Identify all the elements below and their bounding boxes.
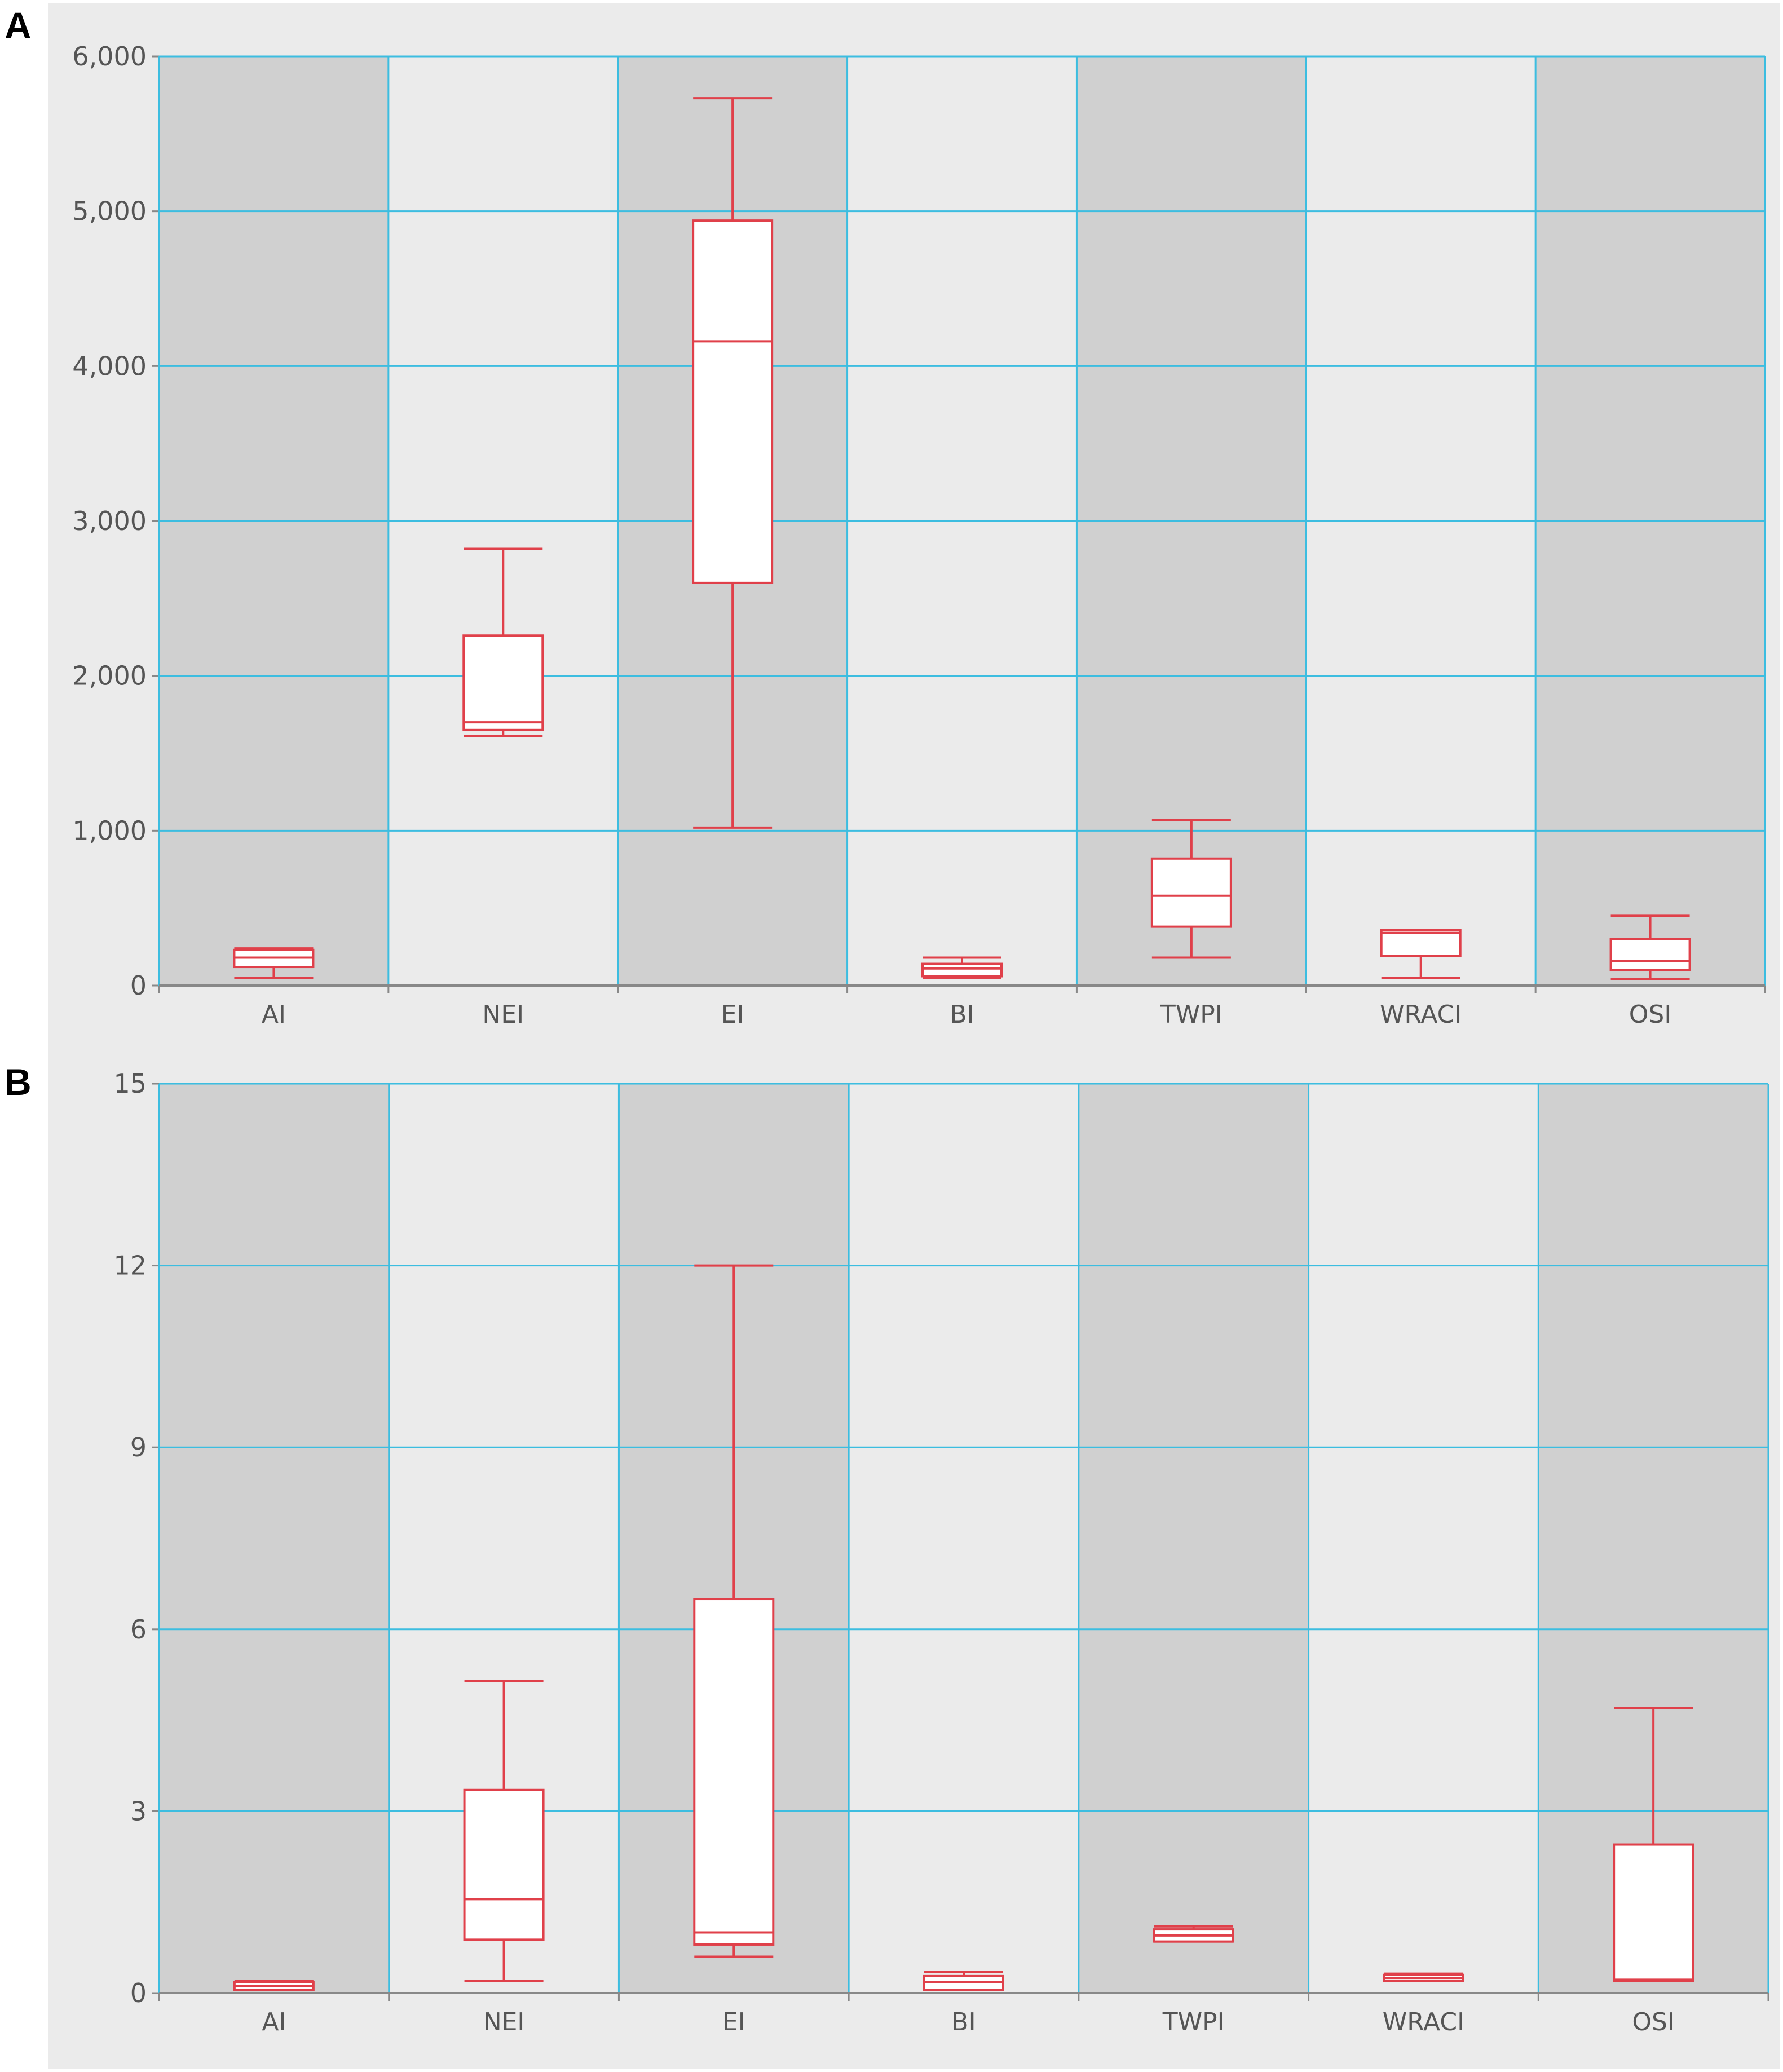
iqr-box (463, 1788, 545, 1941)
y-tick-label: 4,000 (72, 351, 147, 381)
x-category-label: BI (951, 2008, 976, 2036)
category-band (1078, 1084, 1309, 1993)
iqr-box (692, 219, 774, 584)
y-tick-label: 9 (130, 1432, 147, 1463)
y-tick-label: 5,000 (72, 196, 147, 227)
panel-b: B 0 3 6 9 12 15 AI NEI EI BI TWPI WRACI OSI (5, 1061, 1769, 2036)
box-bi (923, 1971, 1004, 1991)
x-category-label: WRACI (1380, 1000, 1462, 1029)
x-category-label: BI (950, 1000, 974, 1029)
box-twpi (1153, 1925, 1234, 1943)
category-band (849, 1084, 1079, 1993)
y-tick-label: 0 (130, 970, 147, 1001)
y-tick-label: 3,000 (72, 506, 147, 536)
y-tick-label: 12 (113, 1251, 147, 1281)
y-tick-label: 6,000 (72, 41, 147, 72)
iqr-box (1150, 857, 1232, 928)
x-category-label: NEI (482, 1000, 524, 1029)
iqr-box (1613, 1843, 1694, 1982)
y-tick-label: 6 (130, 1614, 147, 1645)
y-tick-label: 15 (113, 1068, 147, 1099)
category-band (159, 1084, 389, 1993)
y-tick-label: 2,000 (72, 661, 147, 691)
x-category-label: TWPI (1160, 1000, 1222, 1029)
y-tick-label: 0 (130, 1978, 147, 2008)
y-tick-label: 3 (130, 1796, 147, 1826)
box-osi (1613, 1707, 1694, 1982)
x-category-label: TWPI (1162, 2008, 1225, 2036)
box-wraci (1383, 1972, 1464, 1982)
x-category-label: OSI (1632, 2008, 1675, 2036)
x-category-label: EI (722, 2008, 745, 2036)
x-category-label: NEI (483, 2008, 525, 2036)
x-category-label: EI (721, 1000, 744, 1029)
x-category-label: WRACI (1383, 2008, 1464, 2036)
x-category-label: AI (262, 2008, 286, 2036)
panel-a-letter: A (5, 5, 32, 46)
y-tick-label: 1,000 (72, 815, 147, 846)
box-nei (462, 547, 544, 737)
panel-a: A 0 1,000 2,000 3,000 4,000 5,000 6,000 AI NEI EI… (5, 5, 1766, 1029)
category-band (1308, 1084, 1539, 1993)
box-bi (921, 956, 1003, 979)
iqr-box (693, 1598, 775, 1946)
iqr-box (1609, 938, 1691, 971)
box-wraci (1380, 929, 1462, 979)
iqr-box (921, 962, 1003, 978)
box-nei (463, 1680, 545, 1982)
x-category-label: AI (262, 1000, 286, 1029)
panel-b-letter: B (5, 1061, 32, 1103)
box-ai (233, 947, 315, 979)
box-osi (1609, 914, 1691, 981)
box-ei (693, 1264, 775, 1958)
iqr-box (462, 634, 544, 731)
box-ei (692, 97, 774, 829)
iqr-box (1380, 929, 1462, 957)
box-twpi (1150, 819, 1232, 959)
x-category-label: OSI (1629, 1000, 1672, 1029)
box-ai (233, 1980, 315, 1991)
